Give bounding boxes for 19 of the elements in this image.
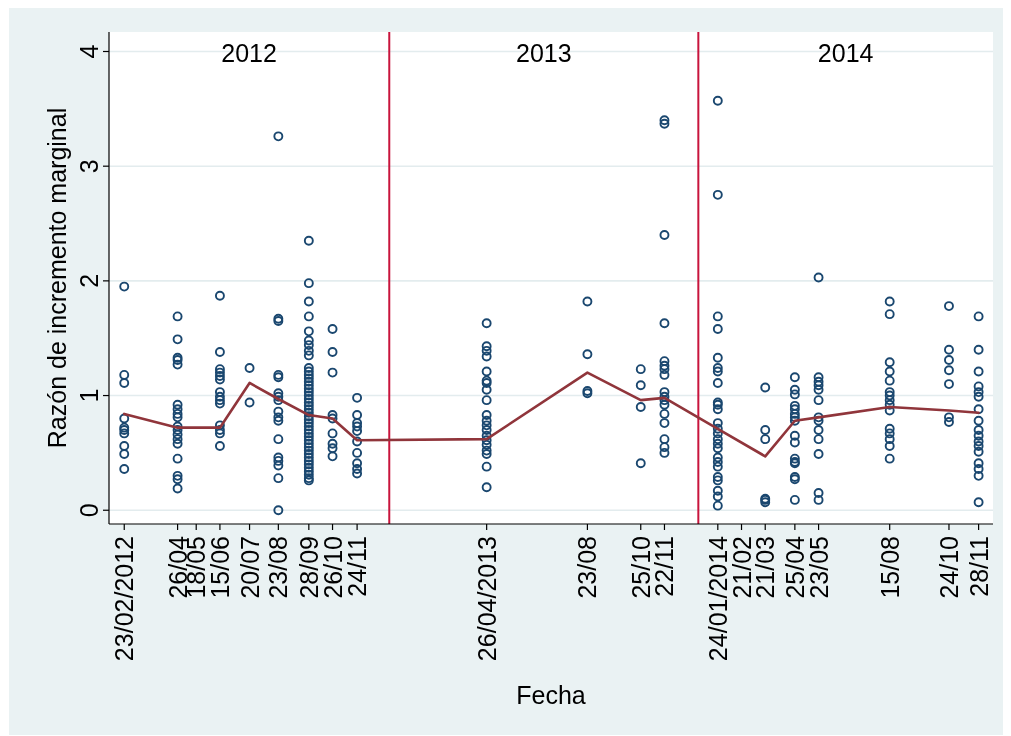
x-tick-label: 23/02/2012	[110, 536, 139, 662]
y-tick-label: 3	[75, 159, 103, 174]
annotation: 2012	[221, 39, 277, 67]
x-tick-label: 15/06	[205, 536, 234, 599]
y-tick-label: 1	[75, 388, 103, 403]
x-tick-label: 15/08	[875, 536, 904, 599]
y-tick-label: 4	[75, 44, 103, 59]
x-tick-label: 23/08	[264, 536, 293, 599]
annotation: 2013	[515, 39, 572, 67]
y-tick-label: 2	[75, 273, 103, 288]
y-tick-label: 0	[75, 503, 103, 518]
x-tick-label: 24/10	[934, 536, 963, 599]
x-tick-label: 26/04/2013	[472, 536, 501, 662]
x-tick-label: 23/08	[573, 536, 602, 599]
x-tick-label: 20/07	[235, 536, 264, 599]
y-axis-title: Razón de incremento marginal	[43, 107, 71, 449]
annotation: 2014	[817, 39, 874, 67]
x-tick-label: 28/11	[964, 536, 993, 597]
x-axis-title: Fecha	[516, 681, 586, 709]
